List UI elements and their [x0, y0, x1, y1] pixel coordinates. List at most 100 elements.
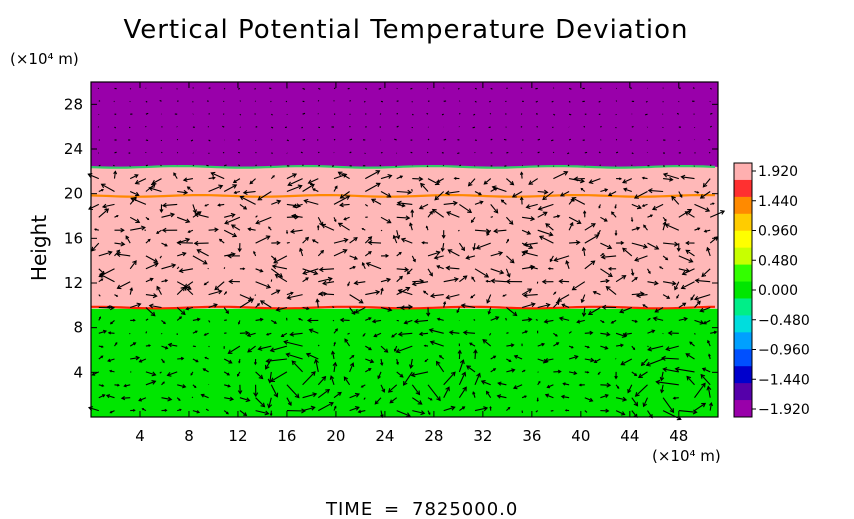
wind-vector [485, 279, 491, 283]
wind-vector [318, 126, 321, 129]
wind-vector [300, 151, 303, 154]
wind-vector [593, 358, 601, 363]
wind-vector [396, 175, 404, 180]
wind-vector [222, 125, 225, 128]
wind-vector [694, 402, 707, 412]
wind-vector [98, 278, 104, 283]
wind-vector [662, 172, 679, 180]
wind-vector [302, 236, 310, 244]
wind-vector [159, 204, 164, 213]
x-axis: 4 8 12 16 20 24 28 32 36 40 44 48 [135, 82, 688, 445]
wind-vector [130, 197, 147, 205]
wind-vector [708, 138, 711, 141]
wind-vector [703, 229, 711, 233]
wind-vector [708, 353, 711, 360]
colorbar-label: −1.440 [758, 372, 810, 388]
wind-vector [599, 164, 601, 167]
wind-vector [471, 276, 476, 283]
wind-vector [615, 151, 619, 154]
wind-vector [129, 332, 131, 335]
wind-vector [580, 294, 586, 304]
wind-vector [443, 371, 456, 386]
wind-vector [177, 189, 189, 195]
wind-vector [161, 151, 163, 154]
wind-vector [537, 302, 551, 309]
wind-vector [353, 280, 366, 286]
wind-vector [620, 358, 633, 366]
wind-vector [362, 332, 366, 337]
wind-vector [98, 100, 101, 102]
time-label: TIME [325, 499, 373, 519]
wind-vector [285, 230, 289, 235]
colorbar-swatch [734, 281, 752, 299]
wind-vector [387, 384, 398, 393]
wind-vector [685, 249, 695, 257]
wind-vector [598, 100, 601, 103]
wind-vector [145, 380, 157, 386]
wind-vector [443, 405, 456, 412]
wind-vector [205, 408, 209, 412]
wind-vector [317, 388, 331, 399]
wind-vector [268, 226, 272, 231]
wind-vector [339, 317, 350, 323]
wind-vector [210, 171, 225, 180]
wind-vector [254, 87, 256, 90]
wind-vector [647, 345, 664, 352]
wind-vector [302, 138, 306, 141]
wind-vector [242, 189, 256, 195]
wind-vector [123, 384, 131, 388]
wind-vector [114, 151, 117, 154]
wind-vector [176, 307, 186, 316]
wind-vector [694, 227, 701, 231]
wind-vector [332, 361, 338, 372]
wind-vector [631, 319, 638, 323]
wind-vector [647, 280, 659, 286]
wind-vector [269, 410, 273, 417]
wind-vector [255, 151, 257, 154]
wind-vector [302, 277, 309, 283]
wind-vector [411, 255, 416, 263]
wind-vector [271, 152, 273, 154]
wind-vector [141, 408, 147, 412]
wind-vector [486, 294, 492, 304]
wind-vector [646, 139, 648, 142]
wind-vector [349, 151, 352, 154]
wind-vector [544, 393, 554, 399]
wind-vector [702, 178, 711, 188]
wind-vector [138, 358, 147, 363]
wind-vector [217, 203, 225, 207]
wind-vector [474, 191, 482, 196]
wind-vector [445, 265, 460, 271]
wind-vector [238, 151, 241, 154]
wind-vector [427, 250, 441, 257]
wind-vector [631, 371, 638, 377]
x-tick-label: 36 [522, 427, 541, 445]
wind-vector [333, 237, 349, 244]
wind-vector [506, 178, 515, 186]
wind-vector [448, 330, 460, 336]
wind-vector [156, 229, 162, 234]
wind-vector [597, 229, 601, 236]
wind-vector [665, 345, 679, 352]
wind-vector [177, 408, 182, 412]
wind-vector [380, 173, 393, 180]
wind-vector [519, 171, 524, 179]
wind-vector [600, 408, 610, 413]
wind-vector [663, 280, 677, 286]
wind-vector [562, 382, 570, 386]
wind-vector [347, 332, 350, 335]
wind-vector [486, 390, 492, 399]
wind-vector [176, 316, 183, 321]
wind-vector [469, 342, 476, 347]
wind-vector [271, 319, 278, 324]
wind-vector [644, 113, 648, 116]
wind-vector [558, 316, 570, 322]
wind-vector-field [87, 87, 726, 421]
wind-vector [371, 319, 382, 324]
wind-vector [159, 99, 162, 102]
wind-vector [161, 202, 178, 208]
wind-vector [645, 358, 664, 367]
wind-vector [239, 267, 246, 271]
wind-vector [176, 397, 181, 402]
wind-vector [224, 216, 241, 225]
